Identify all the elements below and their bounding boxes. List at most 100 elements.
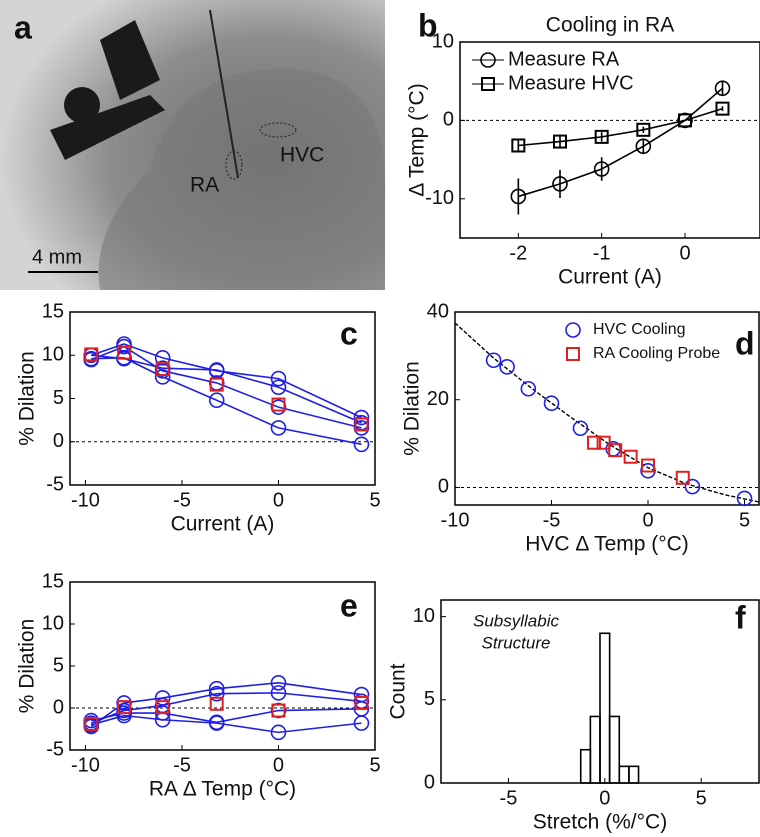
y-tick-label: 15 (42, 300, 64, 322)
series-line (90, 343, 362, 419)
marker (155, 700, 170, 715)
scale-bar-label: 4 mm (32, 246, 82, 268)
x-tick-label: -10 (441, 509, 470, 531)
x-tick-label: -5 (173, 489, 191, 511)
marker (596, 435, 611, 450)
legend-label: Measure HVC (508, 72, 634, 94)
y-tick-label: 10 (42, 344, 64, 366)
marker (553, 134, 567, 149)
y-tick-label: 20 (427, 388, 449, 410)
plot: -10 -5 0 5 0 20 40 HVC Δ Temp (°C) % Dilation d HV… (401, 300, 760, 556)
plot-frame (459, 41, 760, 239)
marker (208, 362, 225, 378)
chart-title: Cooling in RA (546, 14, 674, 37)
panel-letter: d (735, 325, 755, 361)
marker (714, 80, 731, 97)
y-tick-label: 5 (424, 688, 435, 710)
histogram-bar (628, 765, 640, 784)
marker (678, 113, 692, 128)
x-tick-label: 0 (273, 754, 284, 776)
plot: -5 0 5 0 5 10 Stretch (%/°C) Count f Subsyllabic S… (387, 599, 760, 834)
series-line (91, 357, 362, 446)
y-tick-label: 0 (443, 109, 454, 131)
panel-letter: e (340, 587, 358, 623)
marker (154, 350, 171, 366)
y-tick-label: 15 (42, 570, 64, 592)
marker (117, 345, 132, 360)
x-tick-label: 0 (679, 242, 690, 264)
y-axis-label: % Dilation (16, 619, 39, 714)
y-tick-label: -5 (46, 473, 64, 495)
y-axis-label: % Dilation (401, 361, 424, 456)
x-tick-label: -5 (543, 509, 561, 531)
y-tick-label: 10 (42, 612, 64, 634)
legend-label: HVC Cooling (593, 321, 685, 338)
marker (208, 680, 225, 697)
fit-curve (454, 322, 760, 503)
marker (208, 392, 225, 409)
series-line (91, 708, 362, 724)
hvc-outline (259, 122, 297, 138)
annotation: Structure (482, 633, 551, 652)
series-line (91, 714, 362, 734)
y-tick-label: 10 (432, 30, 454, 52)
histogram-bar (618, 765, 630, 784)
y-tick-label: 0 (53, 696, 64, 718)
histogram-bar (589, 715, 601, 784)
marker (635, 138, 652, 155)
panel-letter: f (735, 599, 746, 635)
marker (566, 347, 580, 361)
x-axis-label: Current (A) (171, 513, 275, 536)
x-tick-label: 5 (696, 787, 707, 809)
marker (636, 122, 651, 137)
marker (485, 352, 502, 369)
region-label: HVC (280, 144, 324, 167)
marker (499, 359, 515, 375)
x-tick-label: -1 (593, 242, 611, 264)
marker (208, 685, 225, 702)
marker (209, 696, 224, 711)
marker (270, 379, 287, 396)
y-tick-label: 0 (53, 430, 64, 452)
y-axis-label: Δ Temp (°C) (406, 83, 429, 196)
y-tick-label: 5 (53, 387, 64, 409)
panel-letter: c (340, 315, 358, 351)
x-tick-label: 0 (642, 509, 653, 531)
marker (117, 700, 132, 715)
marker (270, 724, 287, 741)
panel-letter: a (14, 9, 32, 45)
x-axis-label: Current (A) (558, 266, 662, 289)
x-axis-label: Stretch (%/°C) (533, 811, 667, 834)
x-tick-label: 0 (273, 489, 284, 511)
histogram-bar (579, 748, 592, 784)
plot: -10 -5 0 5 -5 0 5 10 15 RA Δ Temp (°C) % Dilation e (16, 570, 381, 800)
marker (270, 420, 287, 436)
y-axis-label: Count (387, 663, 410, 719)
legend-label: Measure RA (508, 48, 620, 70)
x-tick-label: -10 (71, 489, 100, 511)
marker (154, 369, 171, 385)
marker (354, 417, 369, 432)
histogram-bar (599, 632, 611, 784)
marker (675, 470, 690, 485)
skull-shape (98, 69, 386, 291)
marker (684, 478, 701, 495)
marker (511, 138, 526, 153)
marker (84, 716, 99, 731)
marker (510, 188, 527, 205)
stereotax (50, 20, 165, 160)
marker (84, 347, 99, 362)
series-line (91, 354, 362, 424)
x-axis-label: RA Δ Temp (°C) (149, 778, 296, 801)
marker (608, 443, 623, 458)
y-tick-label: -10 (425, 187, 454, 209)
probe (209, 9, 239, 179)
marker (480, 52, 496, 68)
histogram-bar (608, 715, 621, 784)
x-tick-label: -2 (509, 242, 527, 264)
marker (155, 362, 170, 377)
plot: -10 -5 0 5 -5 0 5 10 15 Current (A) % Dilation c (16, 300, 381, 535)
marker (481, 77, 495, 91)
x-tick-label: 0 (599, 787, 610, 809)
